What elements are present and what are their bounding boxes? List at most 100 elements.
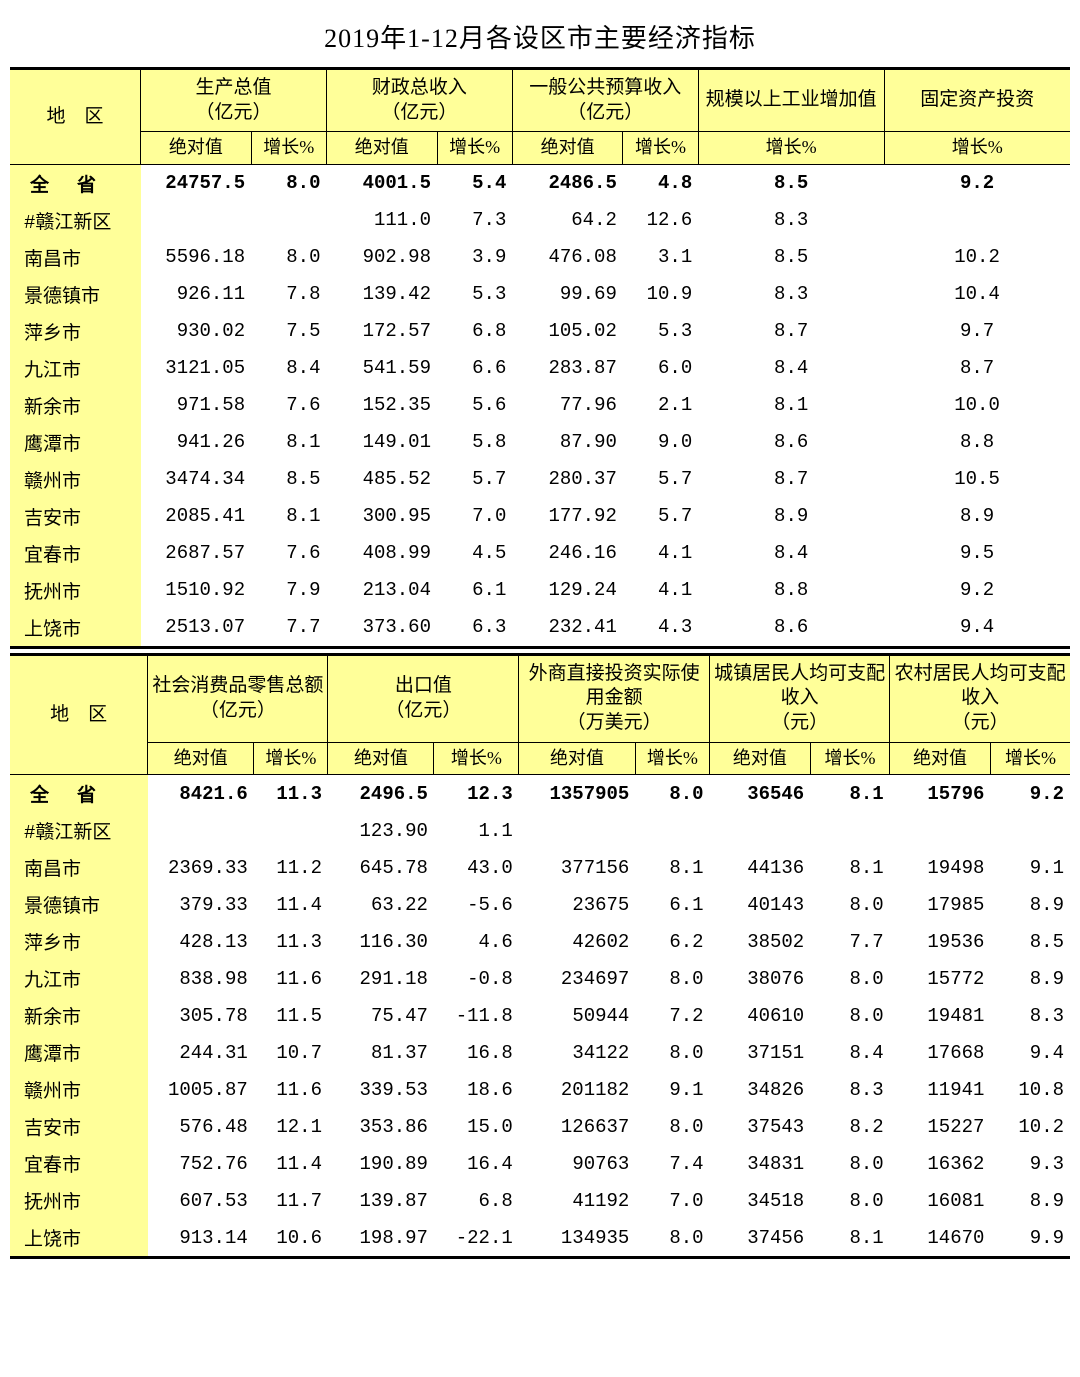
value-cell: 476.08 — [512, 239, 623, 276]
value-cell: 3.1 — [623, 239, 698, 276]
value-cell: 4.8 — [623, 164, 698, 202]
value-cell: 541.59 — [326, 350, 437, 387]
value-cell: 8.1 — [810, 775, 890, 813]
table-row: #赣江新区111.07.364.212.68.3 — [10, 202, 1070, 239]
value-cell: 7.0 — [635, 1182, 709, 1219]
value-cell: 16362 — [890, 1145, 991, 1182]
value-cell: 645.78 — [328, 849, 434, 886]
value-cell: 2687.57 — [141, 535, 252, 572]
value-cell: 10.7 — [254, 1034, 328, 1071]
value-cell: 8.4 — [698, 535, 884, 572]
value-cell: 7.7 — [810, 923, 890, 960]
col-fiscal: 财政总收入（亿元） — [326, 69, 512, 132]
value-cell: 8.0 — [810, 997, 890, 1034]
value-cell: 6.6 — [437, 350, 512, 387]
value-cell: 5.7 — [623, 498, 698, 535]
value-cell: 11.5 — [254, 997, 328, 1034]
value-cell: 244.31 — [148, 1034, 254, 1071]
value-cell: 8.7 — [884, 350, 1070, 387]
sub-growth: 增长% — [251, 132, 326, 164]
value-cell: 4.1 — [623, 572, 698, 609]
value-cell: 44136 — [710, 849, 811, 886]
region-cell: 抚州市 — [10, 572, 141, 609]
value-cell: 8.0 — [635, 1219, 709, 1258]
economic-table-2: 地 区 社会消费品零售总额（亿元） 出口值（亿元） 外商直接投资实际使用金额（万… — [10, 653, 1070, 1259]
col-rural-income: 农村居民人均可支配收入（元） — [890, 654, 1070, 742]
value-cell: 8.3 — [810, 1071, 890, 1108]
sub-abs: 绝对值 — [519, 742, 636, 774]
sub-growth: 增长% — [990, 742, 1070, 774]
value-cell: 1005.87 — [148, 1071, 254, 1108]
table-row: 宜春市752.7611.4190.8916.4907637.4348318.01… — [10, 1145, 1070, 1182]
value-cell: 11.6 — [254, 960, 328, 997]
value-cell: 5.3 — [437, 276, 512, 313]
value-cell: 12.3 — [434, 775, 519, 813]
value-cell: 12.6 — [623, 202, 698, 239]
sub-growth: 增长% — [810, 742, 890, 774]
sub-growth: 增长% — [698, 132, 884, 164]
value-cell: -5.6 — [434, 886, 519, 923]
region-cell: 景德镇市 — [10, 886, 148, 923]
value-cell: 8.7 — [698, 313, 884, 350]
value-cell: 8.1 — [251, 424, 326, 461]
table-row: 景德镇市379.3311.463.22-5.6236756.1401438.01… — [10, 886, 1070, 923]
value-cell: 8.2 — [810, 1108, 890, 1145]
value-cell — [254, 812, 328, 849]
sub-growth: 增长% — [254, 742, 328, 774]
value-cell: 4.3 — [623, 609, 698, 648]
value-cell: 15796 — [890, 775, 991, 813]
sub-growth: 增长% — [437, 132, 512, 164]
col-fdi: 外商直接投资实际使用金额（万美元） — [519, 654, 710, 742]
value-cell: 8.1 — [810, 1219, 890, 1258]
value-cell: 7.4 — [635, 1145, 709, 1182]
table-row: 上饶市2513.077.7373.606.3232.414.38.69.4 — [10, 609, 1070, 648]
region-cell: 赣州市 — [10, 461, 141, 498]
value-cell: 10.2 — [990, 1108, 1070, 1145]
table-row: 赣州市3474.348.5485.525.7280.375.78.710.5 — [10, 461, 1070, 498]
value-cell: 353.86 — [328, 1108, 434, 1145]
value-cell: 126637 — [519, 1108, 636, 1145]
value-cell: 8.0 — [810, 960, 890, 997]
value-cell: 8.3 — [698, 276, 884, 313]
region-cell: 景德镇市 — [10, 276, 141, 313]
region-cell: 赣州市 — [10, 1071, 148, 1108]
value-cell: 99.69 — [512, 276, 623, 313]
page-title: 2019年1-12月各设区市主要经济指标 — [10, 18, 1070, 55]
value-cell: 9.4 — [990, 1034, 1070, 1071]
value-cell — [635, 812, 709, 849]
region-cell: 宜春市 — [10, 1145, 148, 1182]
value-cell: 42602 — [519, 923, 636, 960]
sub-abs: 绝对值 — [141, 132, 252, 164]
value-cell: -11.8 — [434, 997, 519, 1034]
table-row: 鹰潭市941.268.1149.015.887.909.08.68.8 — [10, 424, 1070, 461]
value-cell: 8.0 — [635, 1034, 709, 1071]
value-cell: 75.47 — [328, 997, 434, 1034]
col-budget: 一般公共预算收入（亿元） — [512, 69, 698, 132]
value-cell: 152.35 — [326, 387, 437, 424]
table-row: 南昌市2369.3311.2645.7843.03771568.1441368.… — [10, 849, 1070, 886]
value-cell: 5.8 — [437, 424, 512, 461]
value-cell: 129.24 — [512, 572, 623, 609]
value-cell: 11941 — [890, 1071, 991, 1108]
value-cell: 10.0 — [884, 387, 1070, 424]
value-cell: 6.8 — [434, 1182, 519, 1219]
value-cell: 9.5 — [884, 535, 1070, 572]
sub-growth: 增长% — [434, 742, 519, 774]
value-cell: 8.0 — [251, 164, 326, 202]
value-cell: 43.0 — [434, 849, 519, 886]
region-label: 地 区 — [50, 704, 107, 725]
value-cell: 930.02 — [141, 313, 252, 350]
region-cell: 新余市 — [10, 387, 141, 424]
col-urban-income: 城镇居民人均可支配收入（元） — [710, 654, 890, 742]
region-cell: 全省 — [10, 164, 141, 202]
value-cell: 77.96 — [512, 387, 623, 424]
value-cell: 90763 — [519, 1145, 636, 1182]
value-cell: 5.7 — [437, 461, 512, 498]
region-cell: 九江市 — [10, 960, 148, 997]
region-cell: 上饶市 — [10, 1219, 148, 1258]
table-row: 景德镇市926.117.8139.425.399.6910.98.310.4 — [10, 276, 1070, 313]
value-cell: 9.7 — [884, 313, 1070, 350]
value-cell: 6.3 — [437, 609, 512, 648]
sub-abs: 绝对值 — [710, 742, 811, 774]
value-cell: 11.3 — [254, 775, 328, 813]
